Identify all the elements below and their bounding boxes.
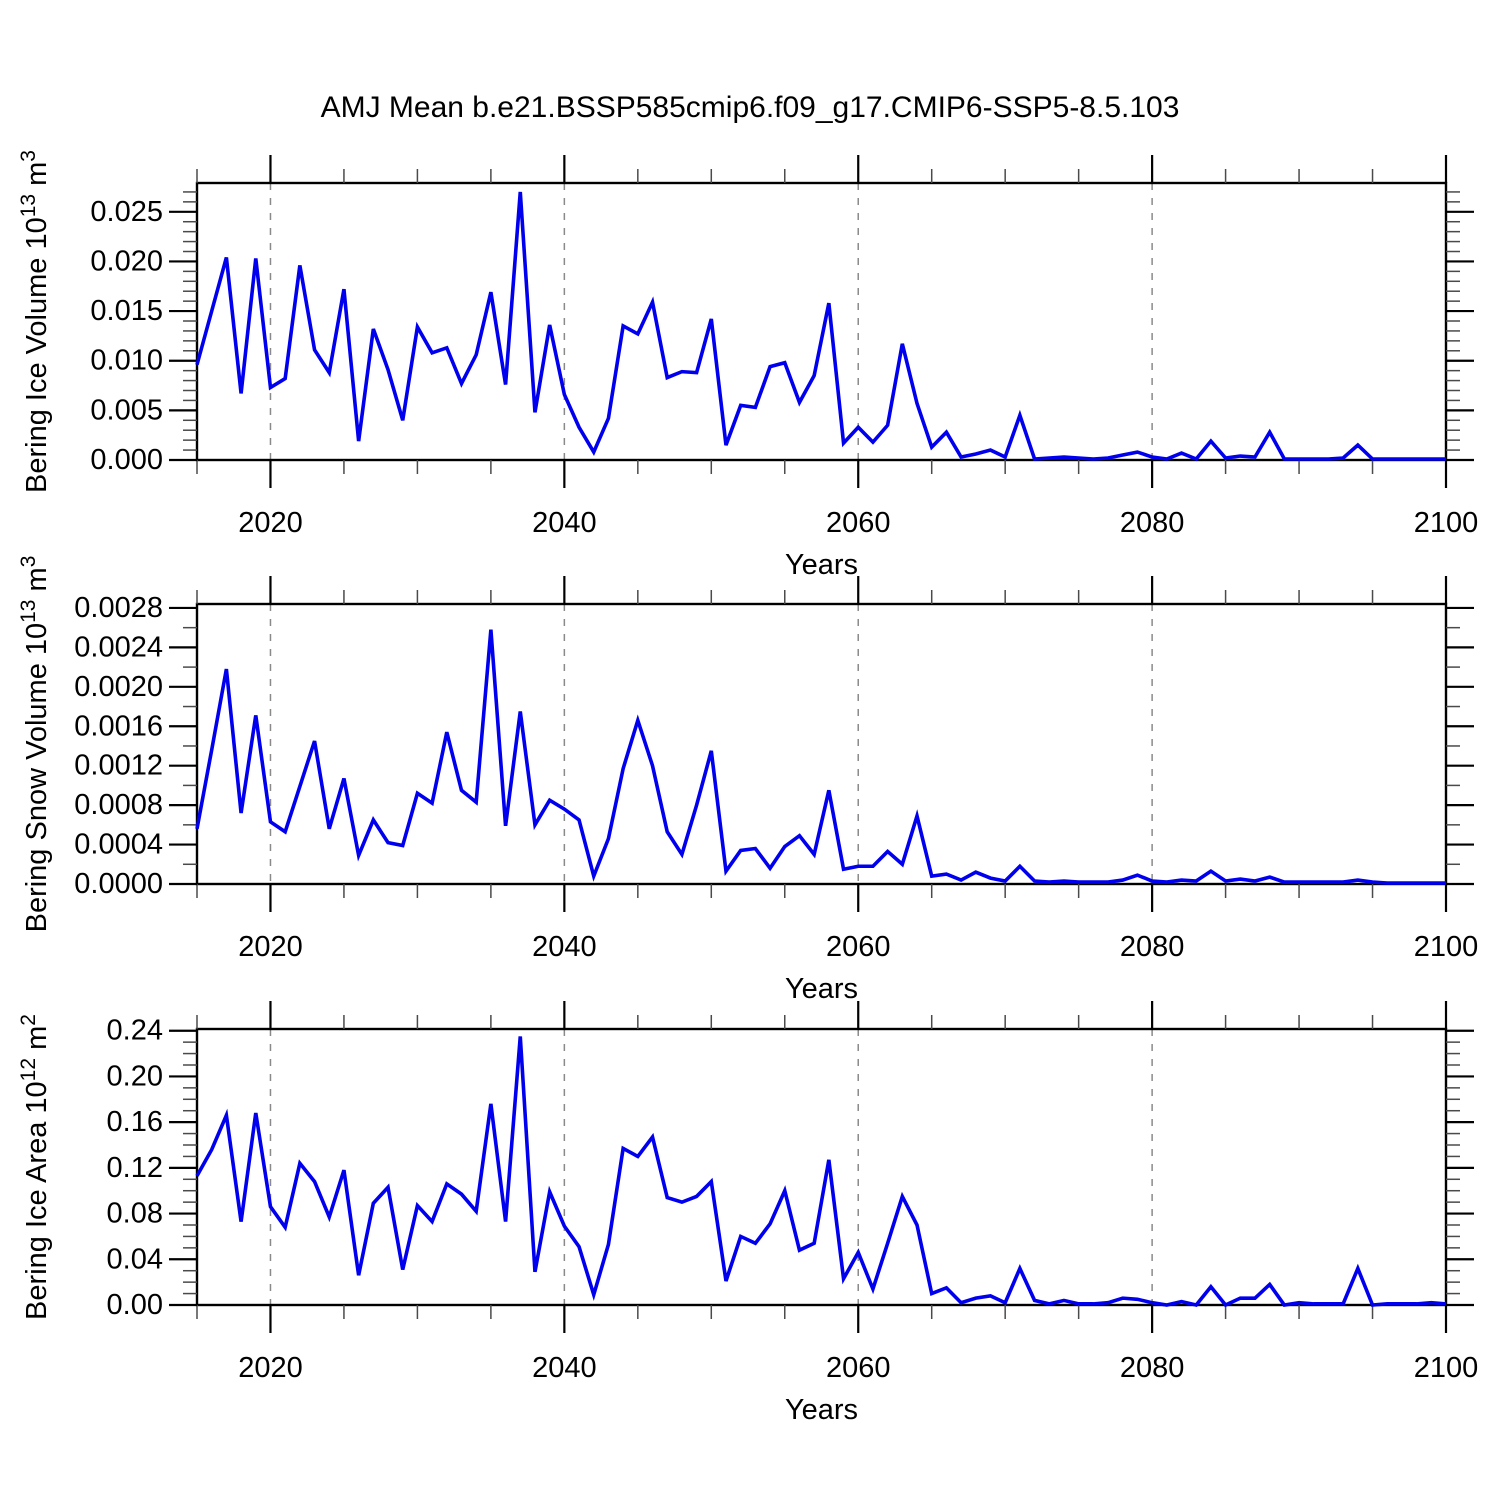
y-axis-title: Bering Ice Area 1012 m2: [17, 1014, 53, 1320]
x-tick-label: 2080: [1120, 507, 1185, 539]
plot-box: [195, 1027, 1448, 1307]
y-tick-label: 0.00: [107, 1289, 163, 1321]
x-tick-label: 2060: [826, 507, 891, 539]
x-tick-label: 2020: [238, 1352, 303, 1384]
panel-2: 2020 2040 2060 2080 2100 0.00 0.04 0.08 0.12 0.16…: [17, 1001, 1478, 1426]
x-tick-label: 2020: [238, 507, 303, 539]
y-tick-label: 0.0004: [74, 829, 163, 861]
y-tick-label: 0.16: [107, 1106, 163, 1138]
x-tick-label: 2080: [1120, 1352, 1185, 1384]
x-axis-title: Years: [785, 549, 858, 581]
x-tick-label: 2100: [1414, 1352, 1479, 1384]
y-tick-label: 0.0012: [74, 750, 163, 782]
x-tick-label: 2040: [532, 507, 597, 539]
y-tick-label: 0.0000: [74, 868, 163, 900]
x-tick-label: 2060: [826, 1352, 891, 1384]
y-tick-label: 0.0028: [74, 592, 163, 624]
series-line-bering-snow-volume: [195, 629, 1446, 885]
plot-box: [195, 181, 1448, 462]
x-tick-label: 2040: [532, 1352, 597, 1384]
x-tick-label: 2060: [826, 931, 891, 963]
y-tick-label: 0.24: [107, 1015, 163, 1047]
x-tick-label: 2080: [1120, 931, 1185, 963]
y-tick-label: 0.010: [90, 345, 163, 377]
y-tick-label: 0.015: [90, 295, 163, 327]
y-tick-label: 0.025: [90, 196, 163, 228]
series-line-bering-ice-area: [195, 1036, 1447, 1308]
y-tick-label: 0.000: [90, 444, 163, 476]
y-tick-label: 0.0016: [74, 710, 163, 742]
y-tick-label: 0.08: [107, 1198, 163, 1230]
y-tick-label: 0.005: [90, 394, 163, 426]
x-tick-label: 2040: [532, 931, 597, 963]
y-axis-title: Bering Snow Volume 1013 m3: [17, 556, 53, 933]
y-tick-label: 0.0024: [74, 631, 163, 663]
y-tick-label: 0.0020: [74, 671, 163, 703]
y-tick-label: 0.0008: [74, 789, 163, 821]
panel-0: 2020 2040 2060 2080 2100 0.000 0.005 0.010 0.015…: [17, 150, 1478, 581]
panel-1: 2020 2040 2060 2080 2100 0.0000 0.0004 0.0008 0.…: [17, 556, 1478, 1005]
x-tick-label: 2100: [1414, 507, 1479, 539]
y-tick-label: 0.12: [107, 1152, 163, 1184]
y-tick-label: 0.20: [107, 1060, 163, 1092]
x-tick-label: 2100: [1414, 931, 1479, 963]
y-axis-title: Bering Ice Volume 1013 m3: [17, 150, 53, 493]
y-tick-label: 0.04: [107, 1243, 163, 1275]
y-tick-label: 0.020: [90, 245, 163, 277]
x-axis-title: Years: [785, 1394, 858, 1426]
x-axis-title: Years: [785, 973, 858, 1005]
plot-box: [195, 602, 1448, 886]
x-tick-label: 2020: [238, 931, 303, 963]
series-line-bering-ice-volume: [195, 191, 1446, 462]
chart-title: AMJ Mean b.e21.BSSP585cmip6.f09_g17.CMIP…: [320, 91, 1180, 124]
